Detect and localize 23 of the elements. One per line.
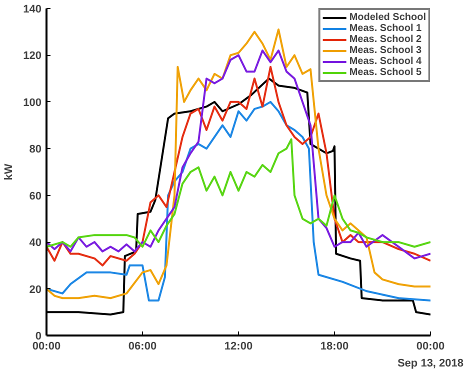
y-tick-label: 100: [23, 96, 42, 109]
legend-label: Modeled School: [349, 12, 426, 23]
x-tick-label: 18:00: [320, 340, 349, 352]
line-series: [46, 138, 430, 248]
y-tick-label: 20: [29, 284, 42, 296]
legend-label: Meas. School 2: [349, 34, 422, 45]
y-tick-label: 140: [23, 4, 42, 16]
y-tick-label: 0: [35, 330, 42, 342]
legend-label: Meas. School 1: [349, 23, 422, 34]
legend-label: Meas. School 4: [349, 56, 422, 67]
y-tick-label: 80: [29, 144, 42, 156]
x-tick-label: 06:00: [128, 340, 157, 352]
y-tick-label: 120: [23, 50, 42, 62]
y-tick-label: 40: [29, 237, 42, 250]
legend-label: Meas. School 3: [349, 45, 422, 56]
x-axis-title: Sep 13, 2018: [397, 358, 464, 370]
y-tick-label: 60: [29, 190, 42, 202]
legend-label: Meas. School 5: [349, 67, 422, 78]
y-axis-title: kW: [3, 163, 16, 180]
x-tick-label: 00:00: [416, 340, 445, 352]
x-tick-label: 00:00: [32, 340, 61, 352]
line-series: [46, 100, 430, 302]
x-tick-label: 12:00: [224, 340, 253, 352]
